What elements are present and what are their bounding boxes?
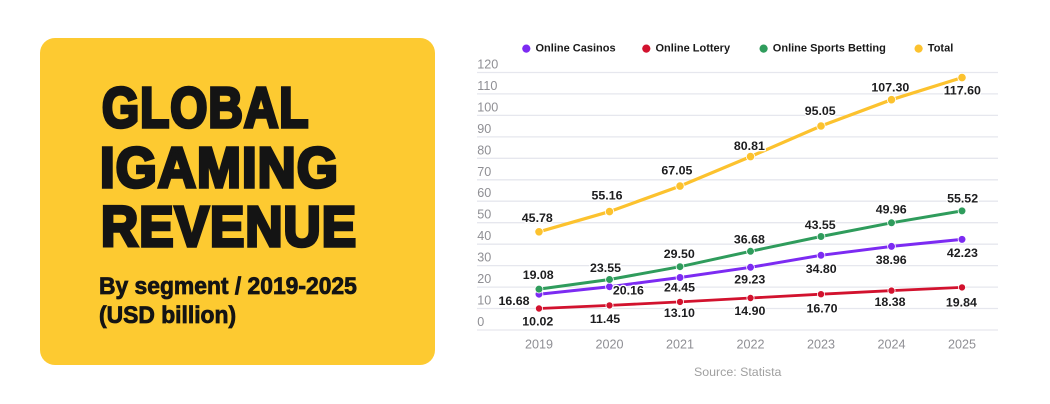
svg-text:55.52: 55.52 [947,192,978,206]
svg-text:117.60: 117.60 [944,83,981,97]
svg-text:10: 10 [477,294,491,308]
svg-text:80.81: 80.81 [734,139,765,153]
svg-text:107.30: 107.30 [871,81,909,95]
svg-text:2025: 2025 [948,338,976,352]
svg-text:110: 110 [477,79,497,93]
svg-text:29.50: 29.50 [664,247,695,261]
svg-text:36.68: 36.68 [734,233,765,247]
svg-text:120: 120 [477,58,498,72]
svg-text:2021: 2021 [666,338,694,352]
svg-text:40: 40 [477,229,491,243]
svg-text:95.05: 95.05 [805,104,836,118]
svg-text:2019: 2019 [525,338,553,352]
svg-text:13.10: 13.10 [664,306,695,320]
svg-text:49.96: 49.96 [876,203,907,217]
svg-text:45.78: 45.78 [522,211,553,225]
svg-text:Online Casinos: Online Casinos [536,43,616,55]
svg-text:50: 50 [477,208,491,222]
svg-text:18.38: 18.38 [874,295,905,309]
svg-text:16.68: 16.68 [498,294,529,308]
svg-text:14.90: 14.90 [734,304,765,318]
svg-text:Online Lottery: Online Lottery [656,43,731,55]
svg-text:16.70: 16.70 [806,302,837,316]
svg-text:19.84: 19.84 [946,295,977,309]
svg-text:38.96: 38.96 [876,253,907,267]
svg-text:Source: Statista: Source: Statista [694,365,782,379]
svg-text:0: 0 [477,315,484,329]
svg-text:20.16: 20.16 [613,284,644,298]
svg-text:2023: 2023 [807,338,835,352]
svg-text:23.55: 23.55 [590,261,621,275]
svg-text:55.16: 55.16 [591,188,622,202]
svg-text:24.45: 24.45 [664,280,695,294]
svg-text:29.23: 29.23 [734,273,765,287]
svg-text:10.02: 10.02 [522,315,553,329]
svg-text:70: 70 [477,165,491,179]
svg-text:90: 90 [477,122,491,136]
svg-text:100: 100 [477,100,498,114]
svg-text:20: 20 [477,272,491,286]
svg-text:Online Sports Betting: Online Sports Betting [773,43,886,55]
svg-text:Total: Total [928,43,953,55]
svg-text:67.05: 67.05 [661,164,692,178]
svg-text:2024: 2024 [877,338,905,352]
svg-text:42.23: 42.23 [947,246,978,260]
svg-text:43.55: 43.55 [805,218,836,232]
svg-text:30: 30 [477,251,491,265]
svg-text:60: 60 [477,186,491,200]
svg-text:80: 80 [477,143,491,157]
svg-text:2020: 2020 [595,338,623,352]
svg-text:11.45: 11.45 [590,312,620,326]
svg-text:19.08: 19.08 [523,268,554,282]
svg-text:2022: 2022 [736,338,764,352]
svg-text:34.80: 34.80 [806,262,837,276]
